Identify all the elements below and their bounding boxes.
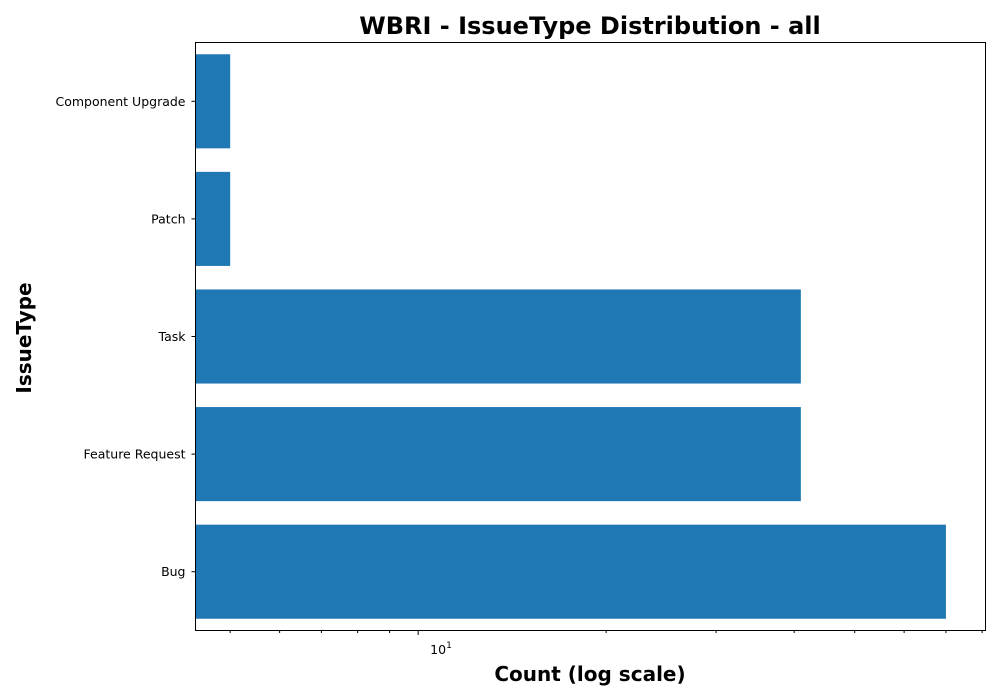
x-tick-label-10: 101	[430, 641, 452, 657]
bar-task	[195, 289, 801, 384]
y-axis-label: IssueType	[12, 282, 36, 393]
y-tick-label-feature-request: Feature Request	[84, 447, 186, 462]
bar-bug	[195, 524, 946, 619]
y-tick-label-patch: Patch	[151, 211, 185, 226]
plot-frame	[195, 42, 986, 631]
x-axis-label: Count (log scale)	[494, 662, 685, 686]
bar-component-upgrade	[195, 54, 231, 149]
x-axis-ticks	[229, 630, 983, 635]
y-tick-label-task: Task	[158, 329, 187, 344]
bar-feature-request	[195, 407, 801, 502]
y-tick-label-component-upgrade: Component Upgrade	[56, 94, 186, 109]
y-tick-label-bug: Bug	[161, 564, 185, 579]
chart-title: WBRI - IssueType Distribution - all	[359, 12, 821, 40]
bars-group	[195, 54, 946, 619]
bar-patch	[195, 171, 231, 266]
y-axis-ticks: Component Upgrade Patch Task Feature Reques…	[56, 94, 196, 579]
